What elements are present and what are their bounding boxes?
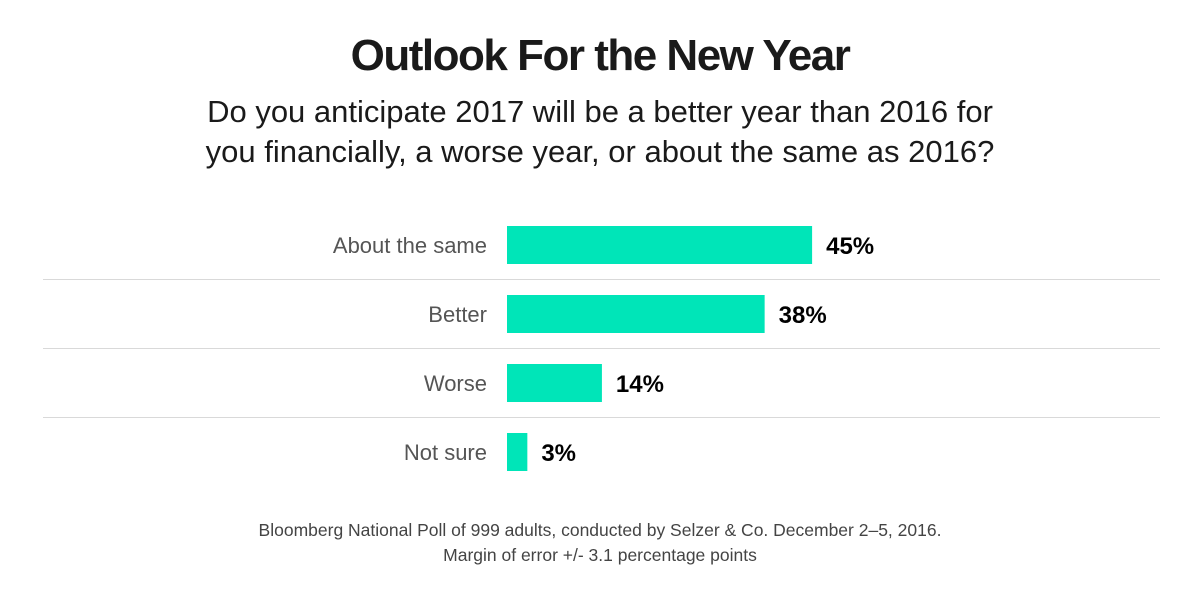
footnote-line-2: Margin of error +/- 3.1 percentage point…: [443, 545, 757, 565]
value-label-not-sure: 3%: [541, 440, 576, 467]
bar-about-the-same: [507, 226, 813, 264]
subtitle-line-2: you financially, a worse year, or about …: [205, 134, 995, 169]
bar-better: [507, 295, 765, 333]
category-label-about-the-same: About the same: [333, 233, 487, 258]
category-label-not-sure: Not sure: [404, 440, 487, 465]
chart-title: Outlook For the New Year: [350, 31, 851, 80]
footnote-line-1: Bloomberg National Poll of 999 adults, c…: [258, 520, 942, 540]
category-label-better: Better: [428, 302, 487, 327]
value-label-about-the-same: 45%: [826, 233, 874, 260]
chart-footnote: Bloomberg National Poll of 999 adults, c…: [0, 518, 1200, 568]
bar-worse: [507, 364, 602, 402]
value-label-better: 38%: [779, 302, 827, 329]
subtitle-line-1: Do you anticipate 2017 will be a better …: [207, 94, 993, 129]
bar-not-sure: [507, 433, 528, 471]
chart-subtitle: Do you anticipate 2017 will be a better …: [0, 92, 1200, 172]
value-label-worse: 14%: [616, 371, 664, 398]
category-label-worse: Worse: [424, 371, 487, 396]
